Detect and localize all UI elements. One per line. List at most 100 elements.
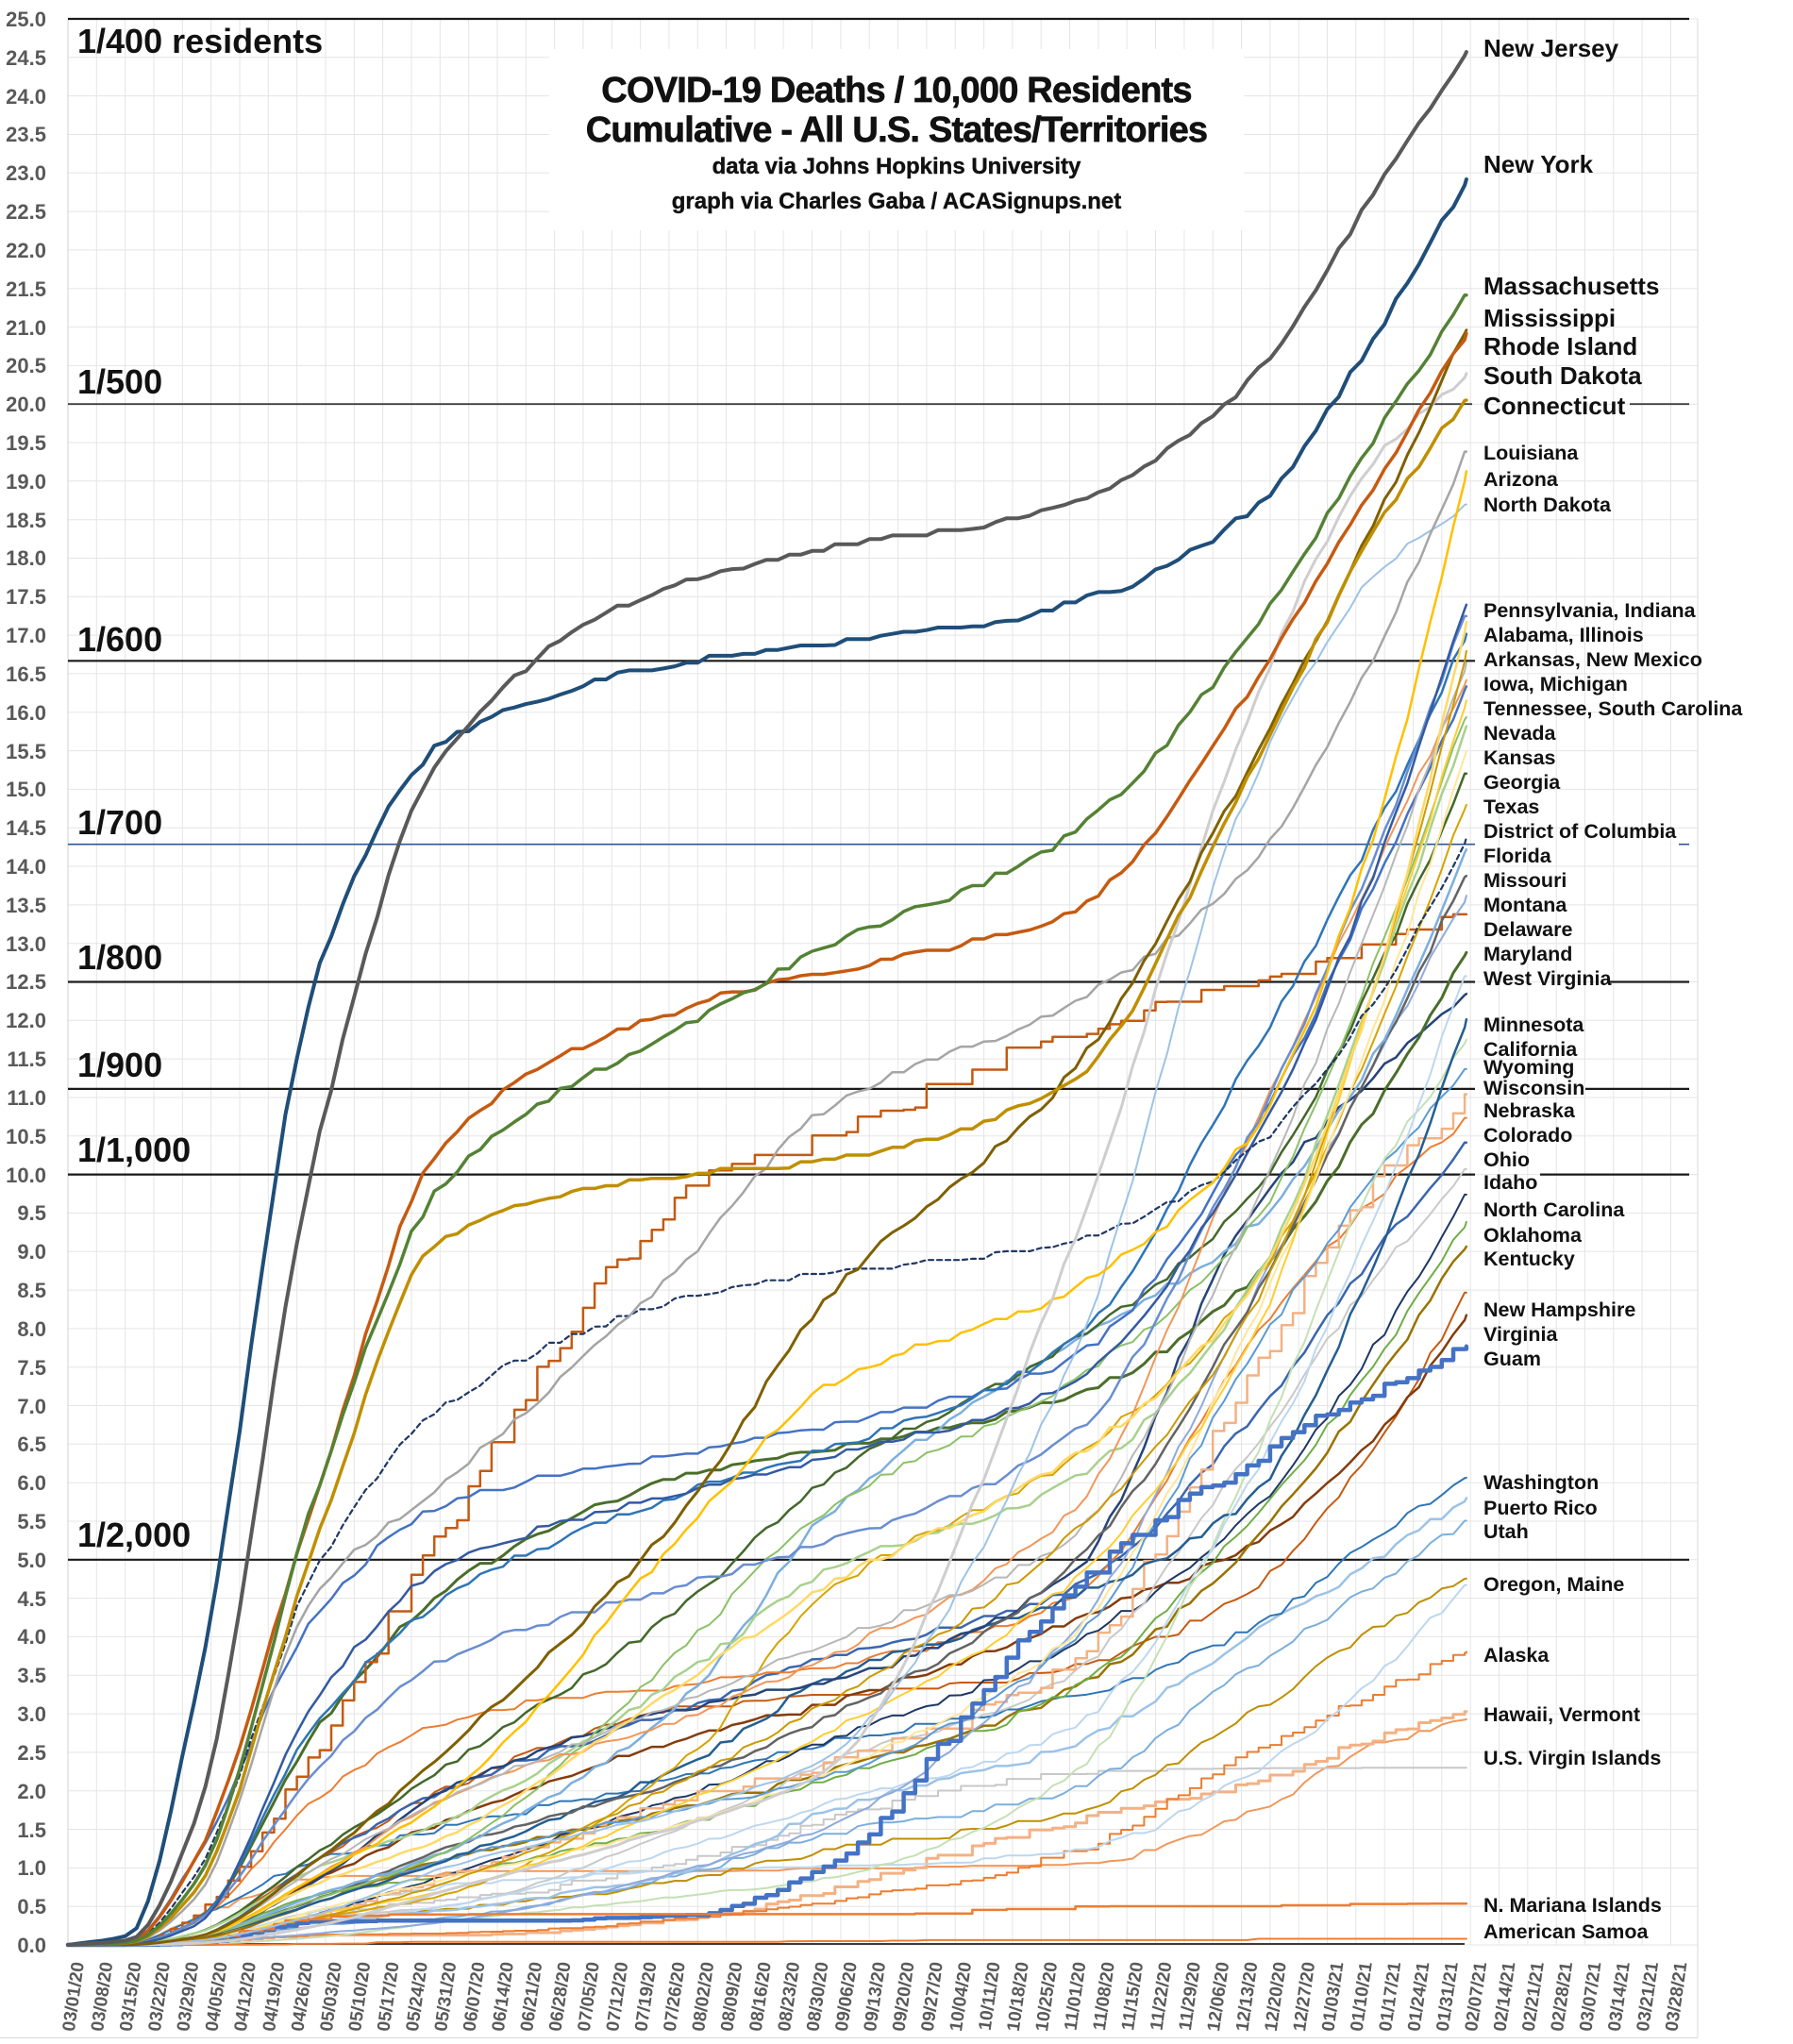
svg-text:California: California <box>1483 1038 1578 1061</box>
svg-text:Cumulative - All U.S. States/T: Cumulative - All U.S. States/Territories <box>586 110 1208 150</box>
svg-text:New Jersey: New Jersey <box>1483 34 1619 62</box>
svg-text:1/1,000: 1/1,000 <box>77 1131 191 1169</box>
svg-text:7.5: 7.5 <box>17 1356 46 1380</box>
svg-text:New York: New York <box>1483 150 1594 178</box>
svg-text:Pennsylvania, Indiana: Pennsylvania, Indiana <box>1483 599 1697 622</box>
svg-text:Florida: Florida <box>1483 845 1552 867</box>
svg-text:New Hampshire: New Hampshire <box>1483 1298 1635 1321</box>
svg-text:Hawaii, Vermont: Hawaii, Vermont <box>1483 1703 1640 1726</box>
svg-text:0.5: 0.5 <box>17 1895 46 1918</box>
svg-text:N. Mariana Islands: N. Mariana Islands <box>1483 1894 1662 1917</box>
svg-text:9.0: 9.0 <box>17 1240 46 1264</box>
svg-text:Arkansas, New Mexico: Arkansas, New Mexico <box>1483 648 1702 671</box>
svg-text:North Carolina: North Carolina <box>1483 1198 1625 1221</box>
svg-text:U.S. Virgin Islands: U.S. Virgin Islands <box>1483 1747 1661 1769</box>
svg-text:17.0: 17.0 <box>6 624 46 647</box>
svg-text:Nevada: Nevada <box>1483 722 1557 745</box>
svg-text:Delaware: Delaware <box>1483 918 1572 941</box>
svg-text:18.5: 18.5 <box>6 509 46 532</box>
svg-text:1/600: 1/600 <box>77 620 162 659</box>
svg-text:17.5: 17.5 <box>6 585 46 609</box>
svg-text:12.0: 12.0 <box>6 1009 46 1032</box>
svg-text:6.0: 6.0 <box>17 1471 46 1495</box>
svg-text:8.0: 8.0 <box>17 1317 46 1341</box>
svg-text:14.5: 14.5 <box>6 816 46 840</box>
svg-text:16.0: 16.0 <box>6 701 46 725</box>
svg-text:Utah: Utah <box>1483 1520 1529 1543</box>
svg-text:13.0: 13.0 <box>6 932 46 956</box>
svg-text:American Samoa: American Samoa <box>1483 1920 1650 1943</box>
svg-text:1/2,000: 1/2,000 <box>77 1516 191 1554</box>
svg-text:9.5: 9.5 <box>17 1201 46 1225</box>
svg-text:North Dakota: North Dakota <box>1483 494 1612 516</box>
svg-text:23.5: 23.5 <box>6 123 46 146</box>
svg-text:22.5: 22.5 <box>6 200 46 224</box>
svg-text:2.0: 2.0 <box>17 1780 46 1803</box>
svg-text:South Dakota: South Dakota <box>1483 361 1642 390</box>
svg-text:Arizona: Arizona <box>1483 468 1559 491</box>
svg-text:4.5: 4.5 <box>17 1587 46 1611</box>
svg-text:Connecticut: Connecticut <box>1483 392 1626 420</box>
svg-text:Guam: Guam <box>1483 1348 1541 1370</box>
svg-text:6.5: 6.5 <box>17 1432 46 1456</box>
svg-text:COVID-19 Deaths / 10,000 Resid: COVID-19 Deaths / 10,000 Residents <box>601 71 1191 110</box>
svg-text:Mississippi: Mississippi <box>1483 304 1616 332</box>
svg-text:Puerto Rico: Puerto Rico <box>1483 1497 1598 1519</box>
svg-text:5.0: 5.0 <box>17 1549 46 1572</box>
svg-text:12.5: 12.5 <box>6 970 46 994</box>
svg-text:3.5: 3.5 <box>17 1664 46 1687</box>
svg-text:10.5: 10.5 <box>6 1125 46 1148</box>
svg-text:4.0: 4.0 <box>17 1625 46 1649</box>
svg-text:1/400 residents: 1/400 residents <box>77 22 323 60</box>
svg-text:1/800: 1/800 <box>77 938 162 977</box>
svg-text:Tennessee, South Carolina: Tennessee, South Carolina <box>1483 697 1743 720</box>
svg-text:graph via Charles Gaba / ACASi: graph via Charles Gaba / ACASignups.net <box>672 189 1122 214</box>
svg-text:Missouri: Missouri <box>1483 869 1567 892</box>
svg-text:Alabama, Illinois: Alabama, Illinois <box>1483 624 1644 646</box>
svg-text:10.0: 10.0 <box>6 1164 46 1187</box>
svg-text:Oregon, Maine: Oregon, Maine <box>1483 1573 1624 1596</box>
svg-text:Alaska: Alaska <box>1483 1644 1550 1667</box>
svg-text:13.5: 13.5 <box>6 894 46 917</box>
svg-text:Washington: Washington <box>1483 1471 1599 1494</box>
svg-text:5.5: 5.5 <box>17 1510 46 1533</box>
svg-text:Massachusetts: Massachusetts <box>1483 272 1659 300</box>
svg-text:Louisiana: Louisiana <box>1483 442 1579 464</box>
svg-text:Minnesota: Minnesota <box>1483 1014 1584 1036</box>
svg-text:Ohio: Ohio <box>1483 1148 1530 1171</box>
svg-text:19.5: 19.5 <box>6 431 46 455</box>
svg-text:Idaho: Idaho <box>1483 1171 1537 1194</box>
svg-text:District of Columbia: District of Columbia <box>1483 820 1677 843</box>
svg-text:22.0: 22.0 <box>6 239 46 262</box>
svg-text:20.5: 20.5 <box>6 354 46 377</box>
svg-text:1/700: 1/700 <box>77 803 162 842</box>
svg-text:Wisconsin: Wisconsin <box>1483 1077 1584 1099</box>
svg-text:Georgia: Georgia <box>1483 771 1561 794</box>
svg-text:23.0: 23.0 <box>6 161 46 185</box>
svg-text:1/500: 1/500 <box>77 362 162 401</box>
svg-text:0.0: 0.0 <box>17 1934 46 1957</box>
svg-text:Maryland: Maryland <box>1483 943 1572 965</box>
svg-text:21.5: 21.5 <box>6 277 46 301</box>
svg-text:8.5: 8.5 <box>17 1279 46 1302</box>
svg-text:24.0: 24.0 <box>6 85 46 109</box>
svg-text:Texas: Texas <box>1483 796 1539 818</box>
svg-text:Wyoming: Wyoming <box>1483 1056 1574 1079</box>
svg-text:18.0: 18.0 <box>6 546 46 570</box>
svg-text:Oklahoma: Oklahoma <box>1483 1224 1583 1247</box>
svg-text:1/900: 1/900 <box>77 1046 162 1084</box>
svg-text:16.5: 16.5 <box>6 662 46 686</box>
svg-text:11.5: 11.5 <box>7 1047 46 1071</box>
svg-text:2.5: 2.5 <box>17 1741 46 1765</box>
svg-text:1.5: 1.5 <box>17 1818 46 1842</box>
svg-text:Virginia: Virginia <box>1483 1323 1559 1346</box>
svg-text:14.0: 14.0 <box>6 855 46 879</box>
svg-text:data via Johns Hopkins Univers: data via Johns Hopkins University <box>712 154 1081 179</box>
svg-text:Nebraska: Nebraska <box>1483 1099 1576 1122</box>
svg-text:15.0: 15.0 <box>6 778 46 801</box>
svg-text:11.0: 11.0 <box>7 1086 46 1110</box>
svg-text:3.0: 3.0 <box>17 1702 46 1726</box>
svg-text:15.5: 15.5 <box>6 740 46 763</box>
svg-text:7.0: 7.0 <box>17 1395 46 1418</box>
svg-text:25.0: 25.0 <box>6 8 46 31</box>
